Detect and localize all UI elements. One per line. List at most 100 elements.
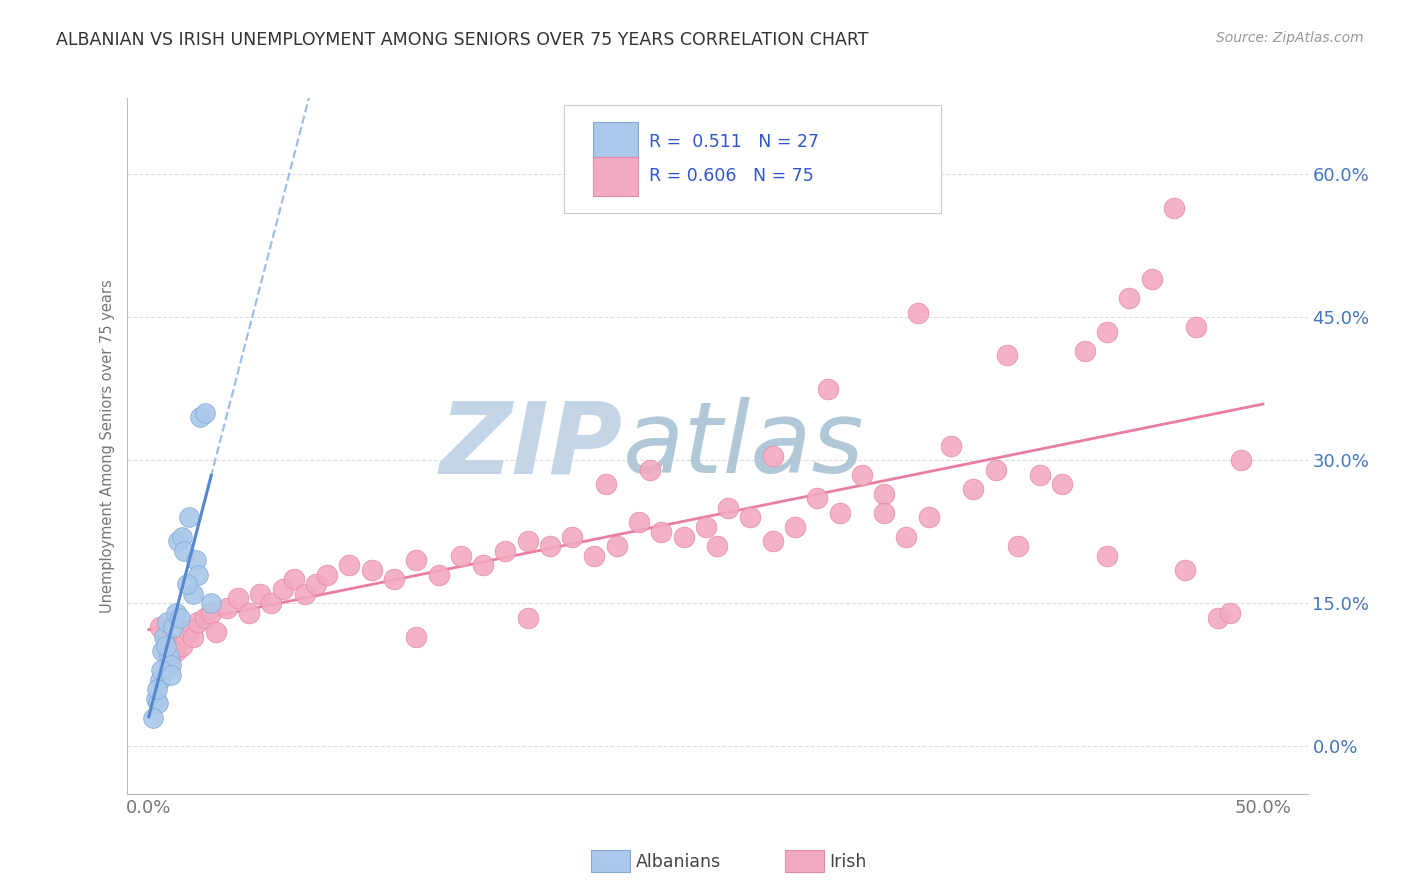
Point (169, 610, 191, 624)
Point (149, 673, 172, 687)
Point (165, 644, 187, 658)
Text: Albanians: Albanians (636, 853, 721, 871)
Point (1185, 319, 1208, 334)
Point (405, 630, 427, 644)
Point (215, 601, 238, 615)
Point (142, 711, 165, 725)
Point (204, 624, 226, 639)
Point (160, 667, 183, 681)
Point (1140, 272, 1163, 286)
Point (962, 482, 984, 496)
Text: R = 0.606   N = 75: R = 0.606 N = 75 (648, 168, 813, 186)
Point (984, 463, 1007, 477)
Point (717, 500, 740, 515)
Point (156, 615, 179, 630)
Point (1007, 539, 1029, 553)
Point (873, 506, 896, 520)
Point (561, 530, 583, 544)
Point (382, 573, 405, 587)
Text: ZIP: ZIP (440, 398, 623, 494)
Point (1118, 291, 1140, 305)
Point (176, 577, 198, 591)
Point (146, 696, 169, 710)
Point (173, 544, 195, 558)
Point (157, 648, 180, 663)
Point (226, 591, 249, 606)
Point (271, 582, 294, 596)
FancyBboxPatch shape (564, 105, 942, 213)
Point (907, 305, 929, 319)
Point (200, 606, 222, 620)
Point (450, 549, 472, 563)
Text: ALBANIAN VS IRISH UNEMPLOYMENT AMONG SENIORS OVER 75 YEARS CORRELATION CHART: ALBANIAN VS IRISH UNEMPLOYMENT AMONG SEN… (56, 31, 869, 49)
Point (606, 539, 628, 553)
Point (305, 577, 328, 591)
Point (150, 663, 173, 677)
Point (337, 558, 360, 573)
Point (166, 534, 188, 549)
Point (177, 510, 200, 524)
Point (939, 439, 962, 453)
Point (1095, 549, 1118, 563)
Point (817, 382, 839, 396)
Point (162, 620, 184, 634)
Point (145, 691, 167, 706)
Point (896, 530, 918, 544)
Point (1229, 453, 1251, 467)
Point (283, 573, 305, 587)
Point (762, 534, 785, 549)
Point (628, 515, 651, 529)
Bar (593, 157, 638, 195)
Point (153, 630, 176, 644)
Point (740, 510, 762, 524)
Point (783, 520, 806, 534)
Point (1029, 467, 1052, 482)
Point (695, 520, 717, 534)
Point (995, 348, 1018, 362)
Point (156, 634, 179, 648)
Point (165, 606, 187, 620)
Point (638, 463, 661, 477)
Point (316, 567, 339, 582)
Point (172, 530, 194, 544)
Point (260, 596, 283, 610)
Point (294, 587, 316, 601)
Point (155, 639, 177, 653)
Point (249, 587, 271, 601)
Point (193, 406, 215, 420)
Point (184, 553, 207, 567)
Point (806, 491, 828, 506)
Point (1174, 563, 1197, 577)
Point (873, 486, 896, 500)
Point (918, 510, 941, 524)
Point (172, 639, 194, 653)
Point (1219, 606, 1241, 620)
Point (238, 606, 260, 620)
Point (150, 644, 173, 658)
Point (516, 610, 538, 624)
Y-axis label: Unemployment Among Seniors over 75 years: Unemployment Among Seniors over 75 years (100, 279, 115, 613)
Point (1052, 477, 1074, 491)
Point (516, 534, 538, 549)
Point (538, 539, 561, 553)
Point (427, 567, 450, 582)
Bar (593, 122, 638, 161)
Point (193, 610, 215, 624)
Point (1074, 343, 1097, 358)
Text: Irish: Irish (830, 853, 868, 871)
Point (187, 567, 209, 582)
Text: Source: ZipAtlas.com: Source: ZipAtlas.com (1216, 31, 1364, 45)
Point (149, 620, 172, 634)
Point (188, 410, 211, 425)
Point (672, 530, 695, 544)
Point (851, 467, 873, 482)
Point (595, 477, 617, 491)
Point (828, 506, 851, 520)
Point (183, 587, 205, 601)
Point (1095, 325, 1118, 339)
Point (177, 624, 200, 639)
Point (1163, 201, 1185, 215)
Point (360, 563, 382, 577)
Text: R =  0.511   N = 27: R = 0.511 N = 27 (648, 133, 818, 151)
Point (583, 549, 606, 563)
